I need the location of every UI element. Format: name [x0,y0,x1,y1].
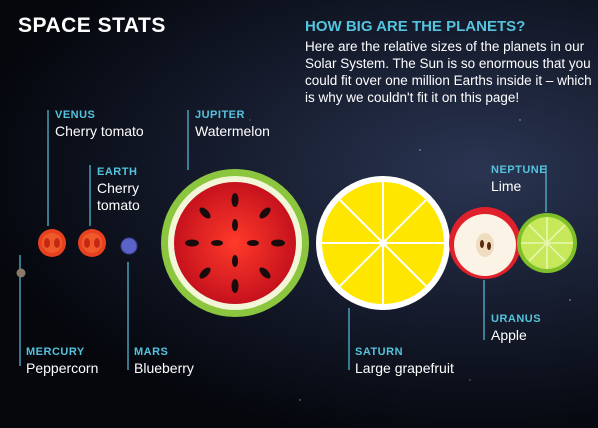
watermelon [161,169,309,317]
blueberry [120,237,138,255]
peppercorn [16,268,26,278]
planet-object: Blueberry [134,360,194,376]
heading: HOW BIG ARE THE PLANETS? [305,18,526,35]
planet-name: NEPTUNE [491,164,548,176]
planet-object: Lime [491,178,522,194]
planet-name: URANUS [491,313,542,325]
planet-object: Large grapefruit [355,360,454,376]
planet-name: SATURN [355,346,404,358]
grapefruit [316,176,450,310]
planet-object: Cherry tomato [97,180,140,213]
tomato-venus [38,229,66,257]
planet-name: MERCURY [26,346,85,358]
intro-text: Here are the relative sizes of the plane… [305,39,592,105]
tomato-earth [78,229,106,257]
lime [517,213,577,273]
planet-name: JUPITER [195,109,245,121]
leader-lines [19,110,547,370]
planet-object: Cherry tomato [55,123,144,139]
planet-name: VENUS [55,109,96,121]
page-title: SPACE STATS [18,14,166,37]
apple [449,207,521,279]
planet-object: Peppercorn [26,360,99,376]
planet-name: EARTH [97,166,138,178]
planet-name: MARS [134,346,169,358]
planet-object: Watermelon [195,123,270,139]
planet-object: Apple [491,327,527,343]
stars [249,59,571,401]
